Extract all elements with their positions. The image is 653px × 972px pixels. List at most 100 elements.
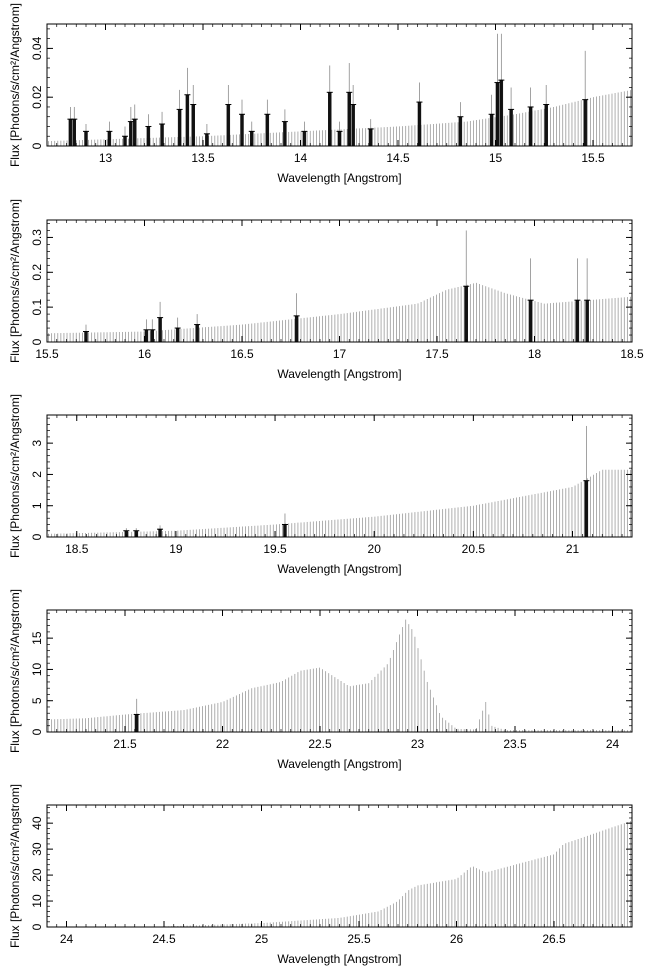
y-tick-label: 0.3 [30, 229, 44, 246]
flux-bar [129, 121, 133, 147]
y-tick-label: 20 [30, 868, 44, 882]
flux-bar [489, 114, 494, 147]
x-axis-label: Wavelength [Angstrom] [277, 757, 401, 771]
continuum-series [48, 90, 631, 146]
flux-bar [585, 299, 589, 343]
x-tick-label: 26.5 [542, 932, 566, 946]
spectrum-panel-2: 15.5 16 16.5 17 17.5 18 18.5 0 0.1 0.2 0.3 Waveleng… [8, 199, 644, 381]
y-tick-label: 5 [30, 697, 44, 704]
flux-bar [417, 101, 422, 147]
x-tick-label: 25 [255, 932, 269, 946]
y-tick-label: 2 [30, 471, 44, 478]
y-tick-label: 0 [30, 923, 44, 930]
flux-bar [158, 317, 162, 343]
flux-bar [205, 133, 209, 147]
x-axis-label: Wavelength [Angstrom] [277, 952, 401, 966]
x-tick-label: 14.5 [386, 151, 410, 165]
flux-bar [72, 118, 77, 147]
x-tick-label: 19 [169, 542, 183, 556]
flux-bar [369, 128, 373, 147]
x-tick-label: 17 [333, 347, 347, 361]
y-tick-label: 0.1 [30, 298, 44, 315]
continuum-series [48, 282, 631, 342]
y-axis-label: Flux [Photons/s/cm²/Angstrom] [8, 3, 22, 167]
y-tick-label: 3 [30, 439, 44, 446]
flux-bar [294, 315, 299, 343]
y-axis-label: Flux [Photons/s/cm²/Angstrom] [8, 199, 22, 363]
flux-bar [265, 114, 270, 147]
continuum-series [48, 469, 631, 537]
y-tick-label: 10 [30, 894, 44, 908]
flux-bar [158, 528, 162, 538]
x-tick-label: 24 [60, 932, 74, 946]
x-tick-label: 18.5 [65, 542, 89, 556]
line-series [123, 425, 590, 538]
x-tick-label: 20 [368, 542, 382, 556]
x-tick-label: 15 [489, 151, 503, 165]
flux-bar [226, 104, 231, 147]
flux-bar [160, 123, 164, 147]
y-tick-label: 0 [30, 533, 44, 540]
x-tick-label: 25.5 [347, 932, 371, 946]
flux-bar [146, 126, 151, 147]
flux-bar [144, 329, 149, 343]
y-tick-label: 0.02 [30, 85, 44, 109]
spectrum-panel-5: 24 24.5 25 25.5 26 26.5 0 10 20 30 40 Wavelength [A… [8, 784, 633, 966]
x-tick-label: 14 [294, 151, 308, 165]
flux-bar [464, 286, 468, 343]
x-tick-label: 17.5 [425, 347, 449, 361]
x-tick-label: 24 [606, 737, 620, 751]
x-tick-label: 23 [411, 737, 425, 751]
flux-bar [458, 116, 463, 147]
x-tick-label: 18.5 [620, 347, 644, 361]
flux-bar [107, 131, 112, 147]
y-axis-label: Flux [Photons/s/cm²/Angstrom] [8, 394, 22, 558]
x-tick-label: 13.5 [191, 151, 215, 165]
continuum-series [48, 619, 631, 732]
x-tick-label: 13 [99, 151, 113, 165]
line-series [83, 230, 591, 343]
flux-bar [584, 480, 589, 538]
x-axis-label: Wavelength [Angstrom] [277, 171, 401, 185]
x-axis-label: Wavelength [Angstrom] [277, 367, 401, 381]
y-tick-label: 10 [30, 662, 44, 676]
plot-frame [46, 609, 633, 733]
flux-bar [283, 121, 287, 147]
spectrum-panel-3: 18.5 19 19.5 20 20.5 21 0 1 2 3 Wavelength [Angstr… [8, 394, 633, 576]
y-tick-label: 0 [30, 728, 44, 735]
y-tick-label: 40 [30, 816, 44, 830]
x-tick-label: 22.5 [308, 737, 332, 751]
spectrum-panel-1: 13 13.5 14 14.5 15 15.5 0 0.02 0.04 Wavelength [A… [8, 3, 633, 185]
flux-bar [175, 327, 180, 343]
flux-bar [185, 94, 190, 147]
flux-bar [509, 109, 513, 147]
y-tick-label: 0 [30, 142, 44, 149]
x-axis-label: Wavelength [Angstrom] [277, 562, 401, 576]
flux-bar [177, 109, 182, 147]
flux-bar [495, 82, 500, 147]
flux-bar [133, 118, 137, 147]
flux-bar [240, 114, 244, 147]
x-tick-label: 26 [450, 932, 464, 946]
y-tick-label: 30 [30, 842, 44, 856]
x-tick-label: 21 [566, 542, 580, 556]
flux-bar [302, 131, 307, 147]
flux-bar [528, 299, 533, 343]
y-axis-label: Flux [Photons/s/cm²/Angstrom] [8, 589, 22, 753]
flux-bar [583, 99, 587, 147]
flux-bar [195, 324, 199, 343]
x-tick-label: 23.5 [503, 737, 527, 751]
flux-bar [544, 104, 548, 147]
y-axis-label: Flux [Photons/s/cm²/Angstrom] [8, 784, 22, 948]
y-tick-label: 1 [30, 502, 44, 509]
x-tick-label: 21.5 [113, 737, 137, 751]
line-series [67, 33, 589, 147]
flux-bar [150, 329, 155, 343]
x-tick-label: 19.5 [263, 542, 287, 556]
x-tick-label: 22 [216, 737, 230, 751]
x-tick-label: 15.5 [35, 347, 59, 361]
flux-bar [68, 118, 73, 147]
continuum-series [48, 821, 631, 927]
flux-bar [528, 106, 533, 147]
